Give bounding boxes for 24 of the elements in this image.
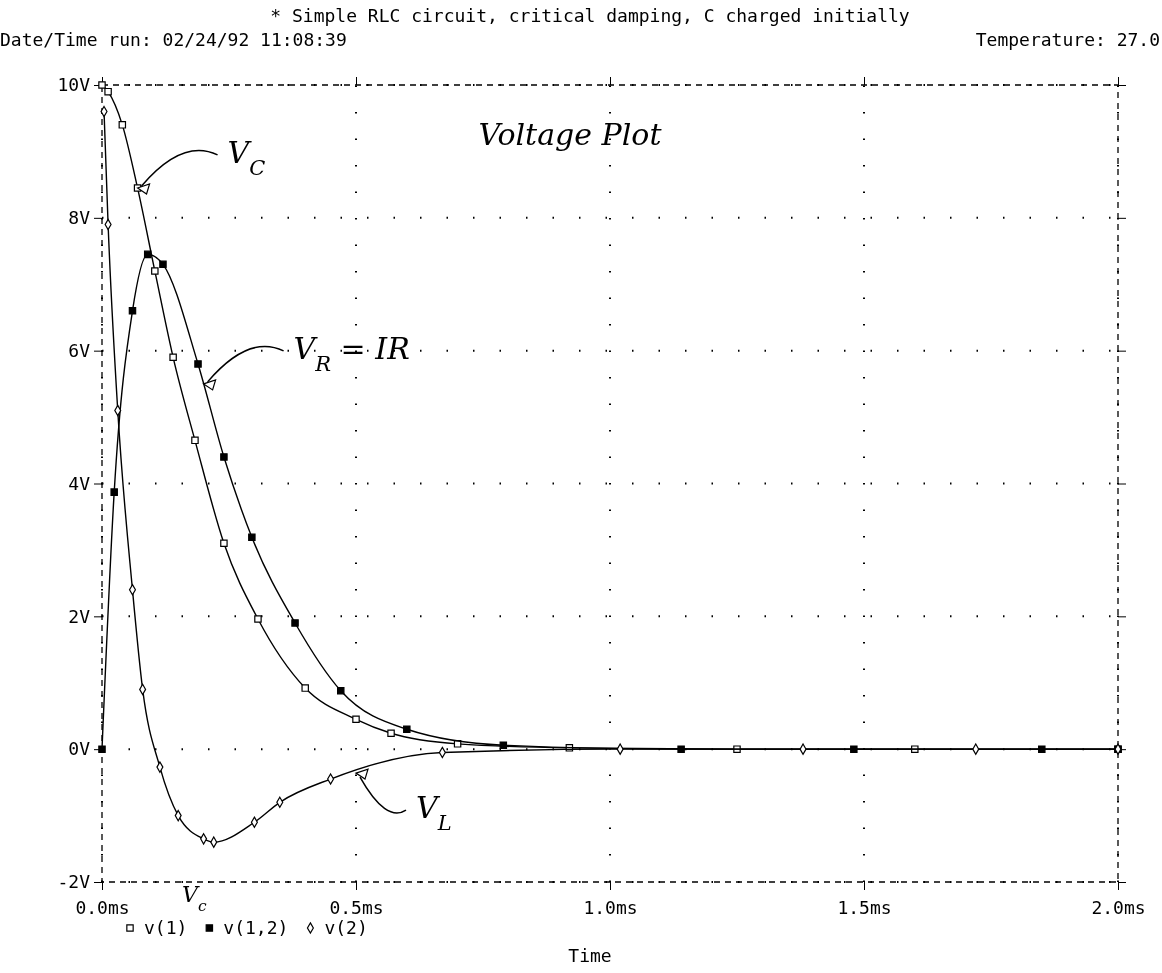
chart-title: * Simple RLC circuit, critical damping, C charged initially bbox=[270, 5, 910, 26]
y-tick-label: -2V bbox=[57, 871, 91, 893]
y-tick-label: 0V bbox=[68, 738, 91, 760]
y-tick-label: 10V bbox=[57, 74, 91, 96]
y-tick-label: 6V bbox=[68, 339, 91, 361]
x-axis-title: Time bbox=[568, 945, 612, 966]
text: Temperature: 27.0 bbox=[975, 29, 1160, 50]
y-tick-label: 4V bbox=[68, 472, 91, 494]
y-tick-label: 2V bbox=[68, 605, 91, 627]
x-tick-label: 1.0ms bbox=[583, 896, 638, 918]
x-tick-label: 0.0ms bbox=[75, 896, 130, 918]
legend-label: v(1,2) bbox=[223, 917, 289, 938]
text: Date/Time run: 02/24/92 11:08:39 bbox=[0, 29, 347, 50]
legend-label: v(2) bbox=[324, 917, 368, 938]
annotation: Voltage Plot bbox=[478, 117, 663, 152]
legend-label: v(1) bbox=[144, 917, 188, 938]
x-tick-label: 1.5ms bbox=[837, 896, 892, 918]
annotation: V$_{c}$ bbox=[182, 882, 207, 915]
y-tick-label: 8V bbox=[68, 207, 91, 229]
annotation: V$_{L}$ bbox=[416, 790, 452, 836]
x-tick-label: 2.0ms bbox=[1091, 896, 1146, 918]
x-tick-label: 0.5ms bbox=[329, 896, 384, 918]
annotation: V$_{R}$ = IR bbox=[293, 330, 410, 376]
annotation: V$_{C}$ bbox=[227, 134, 266, 180]
